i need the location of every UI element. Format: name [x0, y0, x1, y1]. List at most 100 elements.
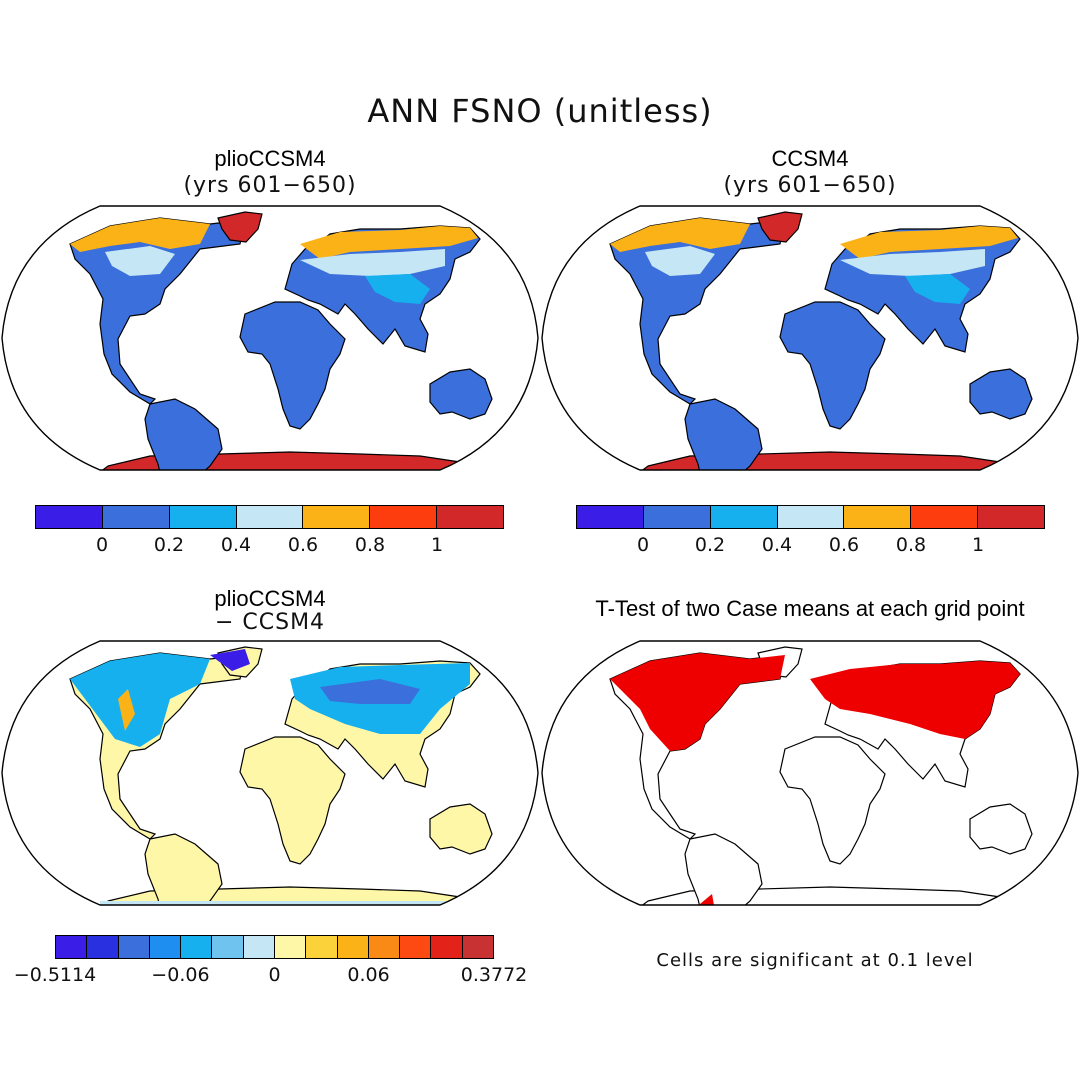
tr-frame	[541, 205, 1079, 471]
colorbar-swatch	[169, 506, 237, 528]
bl-snow-4	[118, 689, 135, 731]
colorbar-swatch	[368, 936, 401, 958]
tr-africa	[779, 301, 886, 430]
colorbar-tick-label: 0.2	[153, 534, 185, 556]
colorbar-swatch	[337, 936, 369, 958]
tl-snow-4	[365, 274, 430, 304]
br-australia	[969, 803, 1033, 855]
colorbar-tick-label: 0.8	[354, 534, 386, 556]
bl-southAmerica	[144, 833, 223, 905]
colorbar-bottom-left	[55, 935, 494, 959]
tl-australia	[429, 368, 493, 420]
panel-subtitle-top-right: (yrs 601−650)	[723, 173, 897, 198]
colorbar-swatch	[400, 936, 432, 958]
colorbar-tick-label: 0.3772	[460, 964, 528, 986]
tr-southAmerica	[684, 398, 763, 470]
panel-title-bottom-left: plioCCSM4	[214, 586, 326, 611]
tl-greenland	[217, 211, 263, 243]
significance-note: Cells are significant at 0.1 level	[656, 950, 974, 971]
colorbar-top-left	[35, 505, 504, 529]
colorbar-swatch	[36, 506, 103, 528]
colorbar-tick-label: −0.06	[151, 964, 210, 986]
tr-snow-3	[840, 249, 985, 276]
br-snow-0	[610, 653, 785, 751]
colorbar-swatch	[212, 936, 244, 958]
colorbar-tick-label: 0.4	[220, 534, 252, 556]
colorbar-swatch	[911, 506, 979, 528]
colorbar-tick-label: −0.5114	[13, 964, 97, 986]
colorbar-swatch	[577, 506, 644, 528]
colorbar-swatch	[303, 506, 371, 528]
tl-snow-0	[70, 218, 210, 252]
map-top-left	[1, 205, 539, 471]
colorbar-swatch	[118, 936, 150, 958]
colorbar-top-right	[576, 505, 1045, 529]
br-frame	[541, 640, 1079, 906]
colorbar-tick-label: 0.06	[347, 964, 390, 986]
colorbar-swatch	[643, 506, 711, 528]
colorbar-swatch	[777, 506, 845, 528]
tr-snow-2	[840, 226, 1018, 259]
colorbar-swatch	[306, 936, 338, 958]
tr-snow-1	[645, 246, 715, 276]
colorbar-swatch	[978, 506, 1045, 528]
colorbar-tick-label: 0.4	[761, 534, 793, 556]
colorbar-swatch	[56, 936, 88, 958]
panel-subtitle-bottom-left: − CCSM4	[214, 610, 326, 635]
tl-snow-2	[300, 226, 478, 259]
colorbar-tick-label: 0.6	[287, 534, 319, 556]
figure-title: ANN FSNO (unitless)	[367, 92, 713, 130]
panel-subtitle-top-left: (yrs 601−650)	[183, 173, 357, 198]
tl-frame	[1, 205, 539, 471]
colorbar-swatch	[710, 506, 778, 528]
bl-land	[69, 646, 493, 905]
map-top-right	[541, 205, 1079, 471]
colorbar-swatch	[181, 936, 213, 958]
colorbar-swatch	[236, 506, 304, 528]
colorbar-tick-label: 0.6	[828, 534, 860, 556]
colorbar-swatch	[274, 936, 307, 958]
colorbar-tick-label: 0	[268, 964, 281, 986]
map-bottom-left	[1, 640, 539, 906]
colorbar-swatch	[102, 506, 170, 528]
panel-title-top-right: CCSM4	[771, 146, 849, 171]
tr-australia	[969, 368, 1033, 420]
panel-title-bottom-right: T-Test of two Case means at each grid po…	[595, 596, 1025, 621]
colorbar-tick-label: 0.8	[895, 534, 927, 556]
bl-snow-0	[70, 653, 210, 747]
colorbar-tick-label: 1	[430, 534, 444, 556]
colorbar-tick-label: 0	[636, 534, 650, 556]
bl-africa	[239, 736, 346, 865]
colorbar-swatch	[431, 936, 463, 958]
colorbar-swatch	[462, 936, 493, 958]
tl-snow-3	[300, 249, 445, 276]
colorbar-swatch	[87, 936, 119, 958]
tl-land	[69, 211, 493, 470]
colorbar-tick-label: 0.2	[694, 534, 726, 556]
bl-frame	[1, 640, 539, 906]
br-southAmerica	[684, 833, 763, 905]
colorbar-tick-label: 1	[971, 534, 985, 556]
panel-title-top-left: plioCCSM4	[214, 146, 326, 171]
colorbar-swatch	[844, 506, 912, 528]
tl-africa	[239, 301, 346, 430]
tl-southAmerica	[144, 398, 223, 470]
colorbar-swatch	[370, 506, 438, 528]
bl-snow-1	[210, 649, 250, 671]
br-snow-1	[810, 661, 1020, 739]
bl-australia	[429, 803, 493, 855]
colorbar-swatch	[437, 506, 504, 528]
tr-land	[609, 211, 1033, 470]
map-bottom-right	[541, 640, 1079, 906]
tr-snow-0	[610, 218, 750, 252]
bl-snow-5	[100, 901, 470, 905]
colorbar-tick-label: 0	[95, 534, 109, 556]
tr-snow-4	[905, 274, 970, 304]
bl-snow-3	[320, 679, 420, 704]
br-land	[609, 646, 1033, 905]
tl-snow-1	[105, 246, 175, 276]
colorbar-swatch	[149, 936, 182, 958]
colorbar-swatch	[243, 936, 275, 958]
br-africa	[779, 736, 886, 865]
tr-greenland	[757, 211, 803, 243]
